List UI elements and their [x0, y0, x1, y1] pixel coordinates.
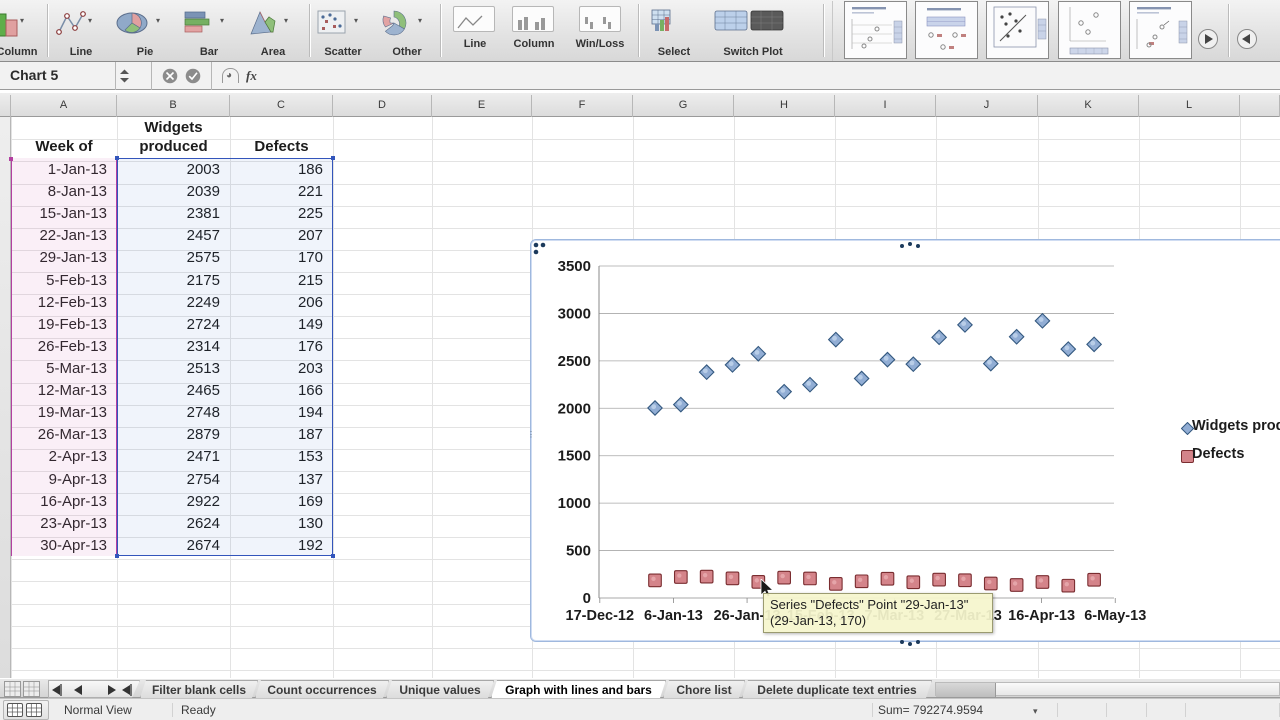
svg-text:16-Apr-13: 16-Apr-13	[1008, 608, 1075, 624]
svg-text:3000: 3000	[558, 305, 591, 322]
svg-text:1500: 1500	[558, 448, 591, 465]
svg-text:2500: 2500	[558, 353, 591, 370]
svg-text:1000: 1000	[558, 495, 591, 512]
svg-text:0: 0	[583, 590, 591, 607]
svg-text:6-May-13: 6-May-13	[1084, 608, 1146, 624]
svg-text:17-Dec-12: 17-Dec-12	[566, 608, 635, 624]
svg-text:6-Jan-13: 6-Jan-13	[644, 608, 703, 624]
svg-text:500: 500	[566, 543, 591, 560]
svg-text:3500: 3500	[558, 258, 591, 275]
svg-text:2000: 2000	[558, 400, 591, 417]
